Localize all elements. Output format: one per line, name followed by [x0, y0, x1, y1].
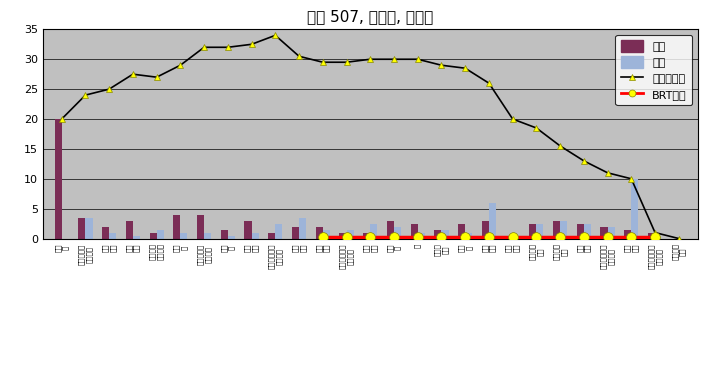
Bar: [560, 221, 567, 239]
Bar: [536, 224, 543, 239]
Bar: [513, 236, 520, 239]
Bar: [553, 221, 560, 239]
Bar: [418, 233, 425, 239]
Bar: [489, 203, 496, 239]
Bar: [292, 226, 299, 239]
Bar: [340, 233, 347, 239]
Bar: [126, 221, 133, 239]
Bar: [577, 224, 584, 239]
Bar: [204, 233, 211, 239]
Bar: [323, 230, 330, 239]
Bar: [347, 230, 354, 239]
Bar: [506, 236, 513, 239]
Bar: [315, 226, 323, 239]
Bar: [584, 224, 591, 239]
Bar: [268, 233, 276, 239]
Bar: [221, 230, 228, 239]
Bar: [251, 233, 258, 239]
Bar: [363, 233, 370, 239]
Bar: [387, 221, 394, 239]
Bar: [434, 230, 441, 239]
Bar: [529, 224, 536, 239]
Bar: [600, 226, 607, 239]
Bar: [55, 119, 62, 239]
Bar: [394, 226, 401, 239]
Bar: [85, 218, 93, 239]
Bar: [180, 233, 187, 239]
Bar: [458, 224, 465, 239]
Bar: [607, 226, 614, 239]
Title: 线路 507, 西向东, 晚高峰: 线路 507, 西向东, 晚高峰: [307, 9, 434, 24]
Bar: [133, 236, 140, 239]
Bar: [370, 224, 377, 239]
Bar: [411, 224, 418, 239]
Bar: [276, 224, 283, 239]
Bar: [632, 179, 639, 239]
Bar: [299, 218, 306, 239]
Bar: [624, 230, 632, 239]
Bar: [441, 230, 449, 239]
Bar: [109, 233, 116, 239]
Bar: [150, 233, 157, 239]
Bar: [157, 230, 164, 239]
Legend: 上车, 下车, 车上的乘客, BRT走廈: 上车, 下车, 车上的乘客, BRT走廈: [615, 35, 692, 105]
Bar: [78, 218, 85, 239]
Bar: [648, 233, 655, 239]
Bar: [465, 233, 472, 239]
Bar: [197, 215, 204, 239]
Bar: [244, 221, 251, 239]
Bar: [173, 215, 180, 239]
Bar: [482, 221, 489, 239]
Bar: [102, 226, 109, 239]
Bar: [228, 236, 235, 239]
